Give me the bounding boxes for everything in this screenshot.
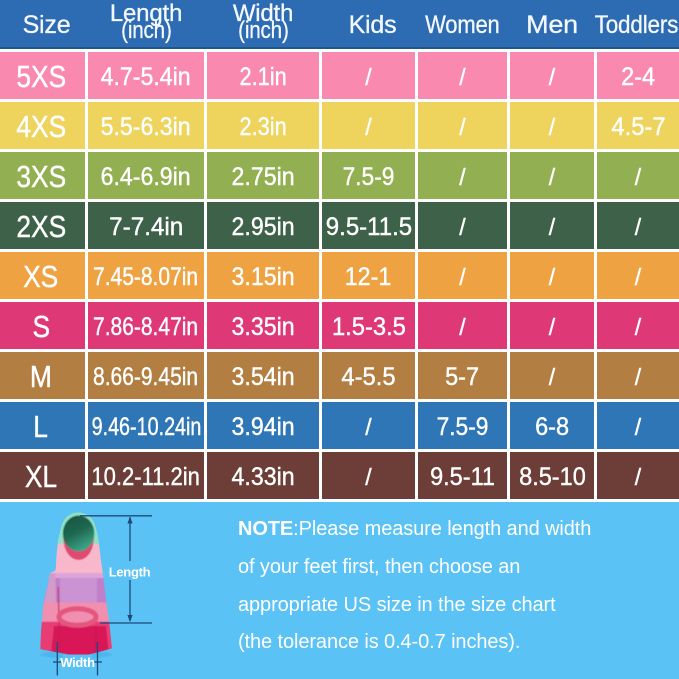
svg-text:Width: Width (60, 655, 95, 670)
svg-text:Length: Length (109, 565, 151, 580)
